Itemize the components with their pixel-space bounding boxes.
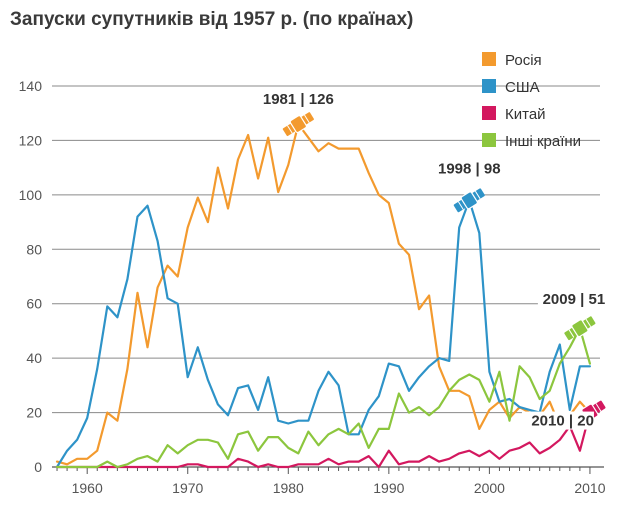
satellite-icon-3 <box>564 316 596 341</box>
y-tick-label: 80 <box>26 241 42 257</box>
legend-label-2: США <box>505 79 540 96</box>
satellite-icon-1 <box>282 112 314 137</box>
annotation-label-3: 2009 | 51 <box>543 291 606 308</box>
x-tick-label: 2010 <box>574 480 605 496</box>
legend-swatch-2 <box>482 79 496 93</box>
y-tick-label: 20 <box>26 405 42 421</box>
legend-label-1: Росія <box>505 52 542 69</box>
x-tick-label: 2000 <box>474 480 505 496</box>
y-tick-label: 100 <box>19 187 43 203</box>
legend-swatch-4 <box>482 133 496 147</box>
x-tick-label: 1980 <box>273 480 304 496</box>
x-tick-label: 1990 <box>373 480 404 496</box>
x-tick-label: 1960 <box>72 480 103 496</box>
y-tick-label: 40 <box>26 350 42 366</box>
annotation-label-1: 1981 | 126 <box>263 91 334 108</box>
series-line-3 <box>55 411 592 469</box>
series-line-4 <box>55 327 592 469</box>
chart-title: Запуски супутників від 1957 р. (по країн… <box>10 9 414 30</box>
y-tick-label: 0 <box>34 459 42 475</box>
y-tick-label: 60 <box>26 296 42 312</box>
legend-swatch-1 <box>482 52 496 66</box>
annotation-label-4: 2010 | 20 <box>531 413 594 430</box>
y-tick-label: 120 <box>19 132 43 148</box>
legend-label-3: Китай <box>505 106 546 123</box>
annotation-label-2: 1998 | 98 <box>438 160 501 177</box>
legend-swatch-3 <box>482 106 496 120</box>
y-tick-label: 140 <box>19 78 43 94</box>
annotation-bg-4 <box>521 411 594 430</box>
satellite-icon-2 <box>453 188 485 213</box>
series-line-1 <box>55 122 592 466</box>
series-line-2 <box>55 199 592 469</box>
x-tick-label: 1970 <box>172 480 203 496</box>
annotation-bg-3 <box>537 290 610 309</box>
legend-label-4: Інші країни <box>505 133 581 150</box>
